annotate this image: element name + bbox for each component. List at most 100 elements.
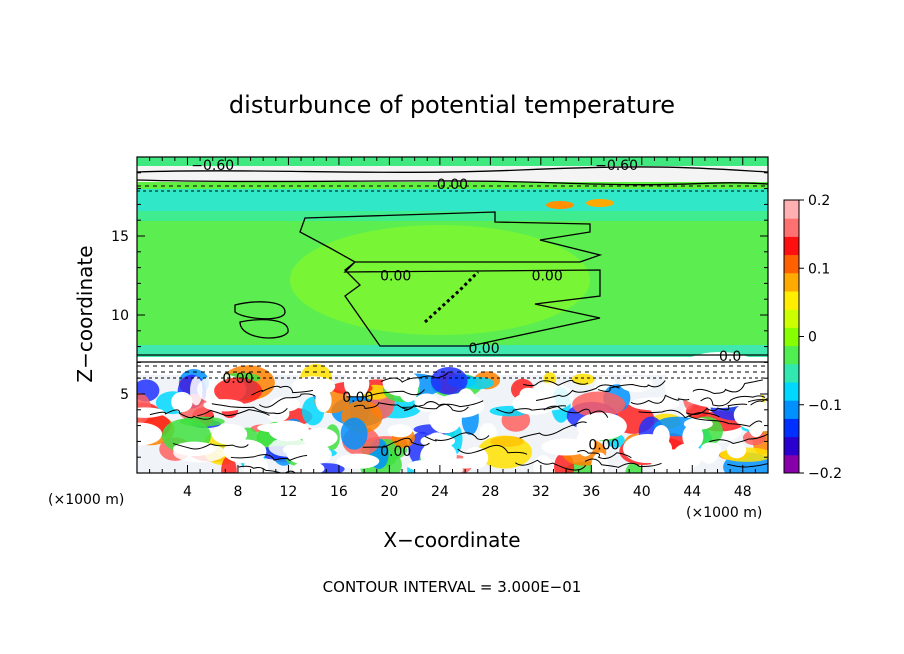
contour-label: 0.00 xyxy=(532,269,563,285)
contour-line xyxy=(299,211,603,347)
turbulence-white-patch xyxy=(257,422,309,434)
turbulence-white-patch xyxy=(343,370,370,398)
contour-line xyxy=(401,401,469,412)
right-cell xyxy=(670,352,768,408)
colorbar-segment xyxy=(784,363,799,383)
contour-line xyxy=(211,403,288,415)
contour-line xyxy=(747,399,768,403)
contour-line xyxy=(523,379,589,387)
contour-line xyxy=(238,465,296,473)
contour-line xyxy=(597,380,666,392)
contour-label: 0.00 xyxy=(342,390,373,406)
turbulence-white-patch xyxy=(225,430,245,442)
contour-line xyxy=(630,394,690,405)
x-tick-label: 48 xyxy=(734,484,752,500)
y-tick-label: 10 xyxy=(111,308,129,324)
turbulence-white-patch xyxy=(315,388,332,413)
contour-line xyxy=(424,432,490,442)
contour-line xyxy=(346,389,425,398)
colorbar-tick-label: −0.1 xyxy=(808,398,842,414)
contour-line xyxy=(239,319,289,339)
y-axis-label: Z−coordinate xyxy=(73,245,97,382)
colorbar-segment xyxy=(784,291,799,310)
x-tick-label: 4 xyxy=(183,484,192,500)
colorbar-segment xyxy=(784,272,799,292)
turbulence-white-patch xyxy=(512,391,557,415)
turbulence-white-patch xyxy=(747,410,765,438)
contour-label: 0.00 xyxy=(588,438,619,454)
contour-line xyxy=(700,395,766,407)
turbulence-white-patch xyxy=(407,459,447,472)
x-axis: 4 8 12 16 20 24 28 32 36 40 44 48 xyxy=(149,157,756,500)
contour-line xyxy=(137,166,768,173)
contour-line xyxy=(380,371,449,383)
colorbar-segment xyxy=(784,400,799,419)
band-cyan-low xyxy=(137,345,768,357)
contour-line xyxy=(137,179,768,186)
contour-line xyxy=(258,393,316,408)
colorbar-segment xyxy=(784,436,799,456)
contour-label: 0.00 xyxy=(222,371,253,387)
turbulence-layer xyxy=(137,199,768,473)
colorbar-segment xyxy=(784,418,799,438)
turbulence-white-patch xyxy=(336,453,380,469)
contour-line xyxy=(577,450,632,460)
colorbar-segment xyxy=(784,236,799,256)
x-tick-label: 20 xyxy=(380,484,398,500)
turbulence-blob xyxy=(477,435,533,469)
turbulence-white-patch xyxy=(629,397,680,411)
contour-line xyxy=(515,459,587,471)
turbulence-white-patch xyxy=(463,447,489,469)
contour-lines xyxy=(137,166,768,473)
turbulence-white-patch xyxy=(302,427,338,448)
x-tick-label: 16 xyxy=(330,484,348,500)
contour-label: 0.00 xyxy=(380,444,411,460)
y-axis: 5 10 15 xyxy=(111,172,768,458)
turbulence-white-patch xyxy=(700,442,722,458)
contour-line xyxy=(727,463,768,468)
turbulence-blob xyxy=(571,373,595,385)
turbulence-white-patch xyxy=(382,369,420,397)
contour-label: 0.00 xyxy=(380,269,411,285)
x-unit-right: (×1000 m) xyxy=(686,505,762,521)
contour-interval-footer: CONTOUR INTERVAL = 3.000E−01 xyxy=(323,578,582,596)
turbulence-white-patch xyxy=(682,424,704,450)
y-tick-label: 5 xyxy=(120,387,129,403)
turbulence-white-patch xyxy=(622,433,673,464)
turbulence-white-patch xyxy=(576,412,627,441)
warm-blob xyxy=(546,201,574,209)
colorbar-tick-label: 0.1 xyxy=(808,261,830,277)
x-tick-label: 12 xyxy=(280,484,298,500)
contour-line xyxy=(362,437,430,448)
contour-line xyxy=(535,384,620,401)
turbulence-white-patch xyxy=(620,376,653,393)
turbulence-white-patch xyxy=(591,452,609,473)
contour-line xyxy=(543,405,609,418)
turbulence-blob xyxy=(479,422,497,442)
contour-label: −0.60 xyxy=(595,158,638,174)
x-tick-label: 24 xyxy=(431,484,449,500)
contour-line xyxy=(457,444,528,455)
colorbar-segment xyxy=(784,200,799,219)
turbulence-white-patch xyxy=(683,418,713,430)
warm-blob xyxy=(586,199,614,207)
contour-line xyxy=(638,409,720,419)
contour-line xyxy=(172,443,249,450)
chart-title: disturbunce of potential temperature xyxy=(229,91,675,119)
colorbar-segment xyxy=(784,382,799,401)
contour-line xyxy=(692,379,763,394)
x-tick-label: 8 xyxy=(233,484,242,500)
contour-line xyxy=(234,301,286,320)
turbulence-white-patch xyxy=(387,424,413,438)
contour-line xyxy=(496,405,567,414)
turbulence-white-patch xyxy=(436,393,485,418)
turbulence-blob xyxy=(430,366,468,395)
contour-line xyxy=(709,433,768,444)
contour-line xyxy=(251,385,314,396)
turbulence-white-patch xyxy=(541,438,591,456)
colorbar-segment xyxy=(784,327,799,347)
heatmap-plot-area: −0.60 −0.60 0.00 0.00 0.00 0.00 0.00 0.00 0.00 0.… xyxy=(137,157,768,473)
contour-label: −0.60 xyxy=(191,158,234,174)
colorbar: 0.2 0.1 0 −0.1 −0.2 xyxy=(783,193,842,482)
